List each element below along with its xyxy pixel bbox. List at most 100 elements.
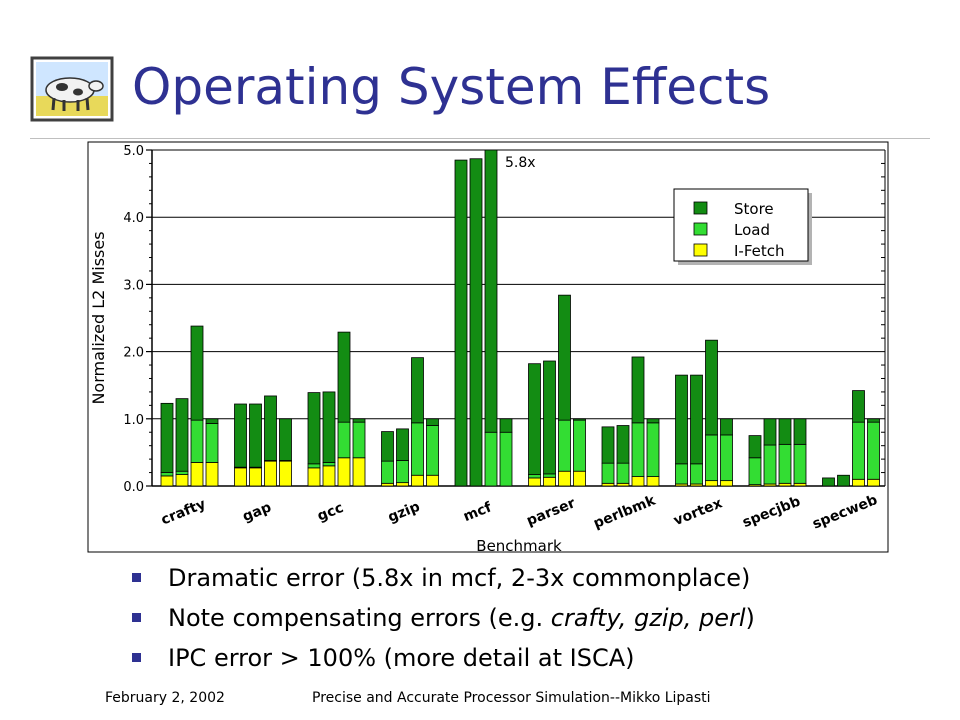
bar-segment-ifetch — [601, 482, 615, 487]
bar-segment-store — [793, 418, 807, 445]
bullet-text: ) — [745, 604, 755, 632]
bar-segment-ifetch — [867, 478, 880, 487]
bar-segment-ifetch — [337, 457, 351, 487]
bar-segment-store — [381, 431, 394, 462]
cow-logo-icon — [30, 56, 114, 122]
bar-segment-ifetch — [646, 476, 660, 487]
bar-segment-ifetch — [160, 475, 174, 487]
bullet-text: Dramatic error (5.8x in mcf, 2-3x common… — [168, 564, 751, 592]
bullet-item: Dramatic error (5.8x in mcf, 2-3x common… — [130, 560, 755, 600]
bar-segment-load — [160, 472, 174, 477]
bar-segment-store — [573, 418, 586, 421]
bar-segment-store — [337, 331, 351, 423]
bar-segment-store — [528, 363, 541, 475]
bar-segment-load — [352, 421, 366, 459]
bar-segment-load — [616, 462, 630, 484]
bar-segment-store — [279, 418, 292, 461]
bar-segment-store — [205, 418, 219, 424]
bullet-square-icon — [132, 573, 141, 582]
bar-segment-load — [337, 421, 351, 459]
slide-title: Operating System Effects — [132, 58, 771, 116]
bar-segment-store — [705, 339, 718, 436]
footer-text: Precise and Accurate Processor Simulatio… — [312, 690, 711, 706]
bar-segment-ifetch — [411, 474, 424, 487]
bar-segment-store — [454, 159, 468, 487]
y-axis-label: Normalized L2 Misses — [89, 231, 108, 404]
bar-segment-load — [396, 460, 409, 484]
bar-segment-load — [411, 422, 424, 476]
bar-segment-load — [528, 474, 541, 479]
bar-segment-load — [499, 431, 513, 487]
bar-segment-load — [205, 423, 219, 463]
bar-segment-store — [778, 418, 792, 445]
bar-segment-load — [867, 421, 880, 480]
legend-label: I-Fetch — [734, 242, 785, 260]
bar-segment-load — [558, 419, 571, 472]
bar-segment-ifetch — [279, 460, 292, 487]
bar-segment-load — [763, 444, 777, 485]
bar-segment-load — [601, 462, 615, 484]
bar-segment-ifetch — [631, 476, 645, 487]
bar-segment-load — [190, 419, 204, 463]
bar-segment-ifetch — [205, 462, 219, 487]
bullet-item: IPC error > 100% (more detail at ISCA) — [130, 640, 755, 680]
bar-segment-ifetch — [426, 474, 439, 487]
bar-segment-store — [616, 425, 630, 464]
bar-segment-load — [690, 463, 703, 485]
bar-segment-ifetch — [720, 480, 733, 487]
bar-segment-store — [852, 390, 865, 423]
x-axis-label: Benchmark — [476, 537, 562, 555]
bar-segment-load — [793, 443, 807, 484]
bar-segment-load — [381, 460, 394, 484]
bar-segment-ifetch — [396, 482, 409, 487]
bullet-list: Dramatic error (5.8x in mcf, 2-3x common… — [130, 560, 755, 680]
bar-segment-store — [675, 374, 688, 465]
bar-segment-store — [175, 398, 189, 472]
bar-segment-load — [543, 473, 556, 478]
bullet-italic-text: crafty, gzip, perl — [550, 604, 746, 632]
bullet-item: Note compensating errors (e.g. crafty, g… — [130, 600, 755, 640]
bar-segment-ifetch — [573, 470, 586, 487]
bar-segment-load — [646, 422, 660, 477]
bar-segment-ifetch — [543, 476, 556, 487]
bar-segment-store — [822, 477, 835, 487]
legend-label: Load — [734, 221, 770, 239]
bar-segment-store — [763, 418, 777, 446]
bullet-square-icon — [132, 653, 141, 662]
y-tick-label: 2.0 — [123, 346, 144, 361]
bar-segment-load — [705, 434, 718, 482]
bar-segment-ifetch — [322, 465, 336, 487]
legend-swatch — [693, 201, 708, 215]
bar-segment-store — [264, 395, 277, 461]
bar-segment-store — [690, 374, 703, 465]
bar-segment-ifetch — [249, 467, 262, 487]
bar-segment-ifetch — [616, 482, 630, 487]
bar-segment-load — [484, 431, 498, 487]
bar-segment-store — [307, 392, 321, 465]
bar-segment-load — [631, 422, 645, 477]
bar-segment-store — [748, 435, 762, 459]
bar-segment-load — [307, 463, 321, 469]
bar-segment-store — [601, 426, 615, 464]
legend-swatch — [693, 243, 708, 257]
bar-segment-store — [160, 402, 174, 473]
bar-segment-store — [469, 158, 483, 487]
bar-segment-ifetch — [558, 470, 571, 487]
y-tick-label: 1.0 — [123, 413, 144, 428]
y-tick-label: 4.0 — [123, 211, 144, 226]
bar-segment-ifetch — [778, 482, 792, 487]
bar-segment-ifetch — [705, 480, 718, 487]
bar-segment-store — [631, 356, 645, 424]
bar-segment-ifetch — [175, 474, 189, 487]
y-tick-label: 5.0 — [123, 144, 144, 159]
bar-segment-ifetch — [190, 462, 204, 487]
legend-swatch — [693, 222, 708, 236]
bar-segment-store — [484, 149, 498, 433]
bar-segment-load — [720, 434, 733, 482]
bar-segment-ifetch — [381, 482, 394, 487]
y-tick-label: 0.0 — [123, 480, 144, 495]
bar-segment-ifetch — [264, 460, 277, 487]
bar-segment-store — [543, 360, 556, 475]
bar-segment-store — [426, 418, 439, 426]
bar-segment-store — [646, 418, 660, 424]
